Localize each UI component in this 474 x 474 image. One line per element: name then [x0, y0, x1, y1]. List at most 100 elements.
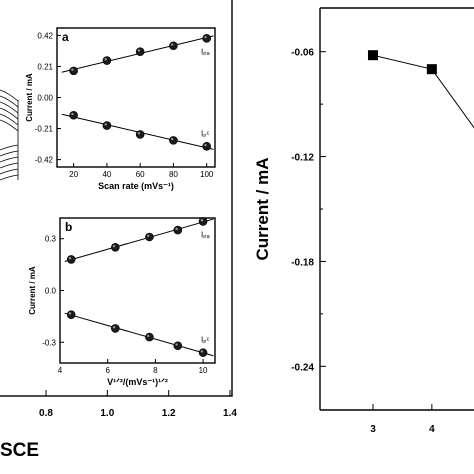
panel-a-point-highlight	[204, 143, 207, 147]
panel-b-y-tick-label: -0.3	[42, 338, 56, 347]
right-y-tick-label: -0.06	[291, 48, 314, 59]
panel-a-y-tick-label: -0.21	[35, 125, 54, 134]
panel-b-point-highlight	[147, 334, 150, 338]
panel-a-series-label: Iₚᶜ	[201, 129, 210, 138]
panel-a-x-tick-label: 80	[169, 170, 178, 179]
panel-b-data-point	[111, 243, 120, 252]
panel-a-point-highlight	[137, 49, 141, 52]
panel-a-x-tick-label: 100	[200, 170, 214, 179]
panel-b-x-tick-label: 6	[105, 366, 110, 375]
panel-a-y-tick-label: 0.00	[37, 94, 53, 103]
panel-b-data-point	[173, 341, 183, 351]
panel-b-y-axis-label: Current / mA	[28, 266, 37, 315]
panel-a-data-point	[169, 41, 178, 51]
panel-b-fit-line	[64, 218, 214, 262]
right-x-tick-label: 3	[370, 424, 376, 435]
panel-a-series-label: Iₚₐ	[201, 47, 211, 56]
right-series-line	[372, 54, 474, 129]
panel-b-x-axis-label: V¹ᐟ²/(mVs⁻¹)¹ᐟ²	[107, 377, 168, 387]
inset-panel-b: 4 6 8 10 0.3 0.0 -0.3 b V¹ᐟ²/(mVs⁻¹)¹ᐟ² Current /…	[28, 217, 216, 387]
panel-b-panel-label: b	[65, 220, 72, 234]
panel-a-data-point	[135, 130, 145, 139]
cv-curve-lower	[0, 150, 19, 157]
panel-b-point-highlight	[175, 227, 178, 231]
panel-a-data-point	[169, 136, 178, 145]
panel-b-point-highlight	[200, 219, 204, 222]
panel-b-point-highlight	[200, 350, 204, 353]
right-data-point	[426, 64, 437, 75]
panel-b-data-point	[145, 332, 154, 342]
right-y-axis-label: Current / mA	[253, 158, 272, 261]
panel-b-data-point	[66, 255, 76, 264]
panel-b-series-label: Iₚₐ	[201, 230, 211, 239]
panel-a-y-tick-label: 0.21	[37, 62, 53, 71]
panel-a-point-highlight	[104, 58, 107, 61]
panel-b-y-tick-label: 0.0	[45, 287, 57, 296]
cv-curve-lower	[0, 156, 19, 163]
left-main-frame	[0, 0, 233, 397]
cv-curve-upper	[0, 113, 19, 126]
right-data-point	[367, 50, 378, 61]
panel-a-x-tick-label: 40	[102, 170, 111, 179]
panel-a-y-axis-label: Current / mA	[25, 73, 34, 122]
left-main-x-tick-label: 1.2	[162, 408, 176, 419]
panel-b-data-point	[173, 225, 183, 235]
panel-a-point-highlight	[137, 132, 141, 135]
panel-b-point-highlight	[68, 312, 72, 315]
panel-b-point-highlight	[147, 234, 150, 237]
panel-a-point-highlight	[104, 123, 107, 126]
cv-curve-lower	[0, 162, 19, 169]
panel-a-data-point	[102, 121, 112, 130]
panel-a-x-axis-label: Scan rate (mVs⁻¹)	[98, 181, 174, 191]
panel-b-data-point	[66, 310, 76, 319]
right-y-tick-label: -0.24	[291, 362, 314, 373]
cv-curve-lower	[0, 174, 19, 181]
panel-a-point-highlight	[171, 43, 174, 46]
panel-a-panel-label: a	[62, 30, 69, 44]
panel-b-point-highlight	[112, 244, 116, 248]
cv-curve-upper	[0, 89, 19, 102]
panel-b-data-point	[198, 217, 208, 226]
right-y-tick-label: -0.18	[291, 257, 314, 268]
inset-panel-a: 20 40 60 80 100 0.42 0.21 0.00 -0.21 -0.42 a Scan r…	[25, 27, 216, 191]
panel-a-point-highlight	[171, 137, 174, 141]
right-plot: -0.06 -0.12 -0.18 -0.24 3 4 Current / mA	[253, 7, 474, 435]
cv-curve-upper	[0, 101, 19, 114]
cv-curve-upper	[0, 119, 19, 132]
cv-curve-upper	[0, 107, 19, 120]
panel-b-data-point	[198, 348, 208, 357]
left-main-x-tick-label: 1.4	[223, 408, 237, 419]
cv-curve-lower	[0, 144, 19, 151]
panel-a-data-point	[69, 110, 78, 120]
left-main-plot: 0.8 1.0 1.2 1.4 SCE	[0, 0, 237, 461]
panel-b-point-highlight	[175, 343, 178, 346]
panel-b-data-point	[111, 324, 120, 333]
panel-b-point-highlight	[68, 257, 72, 260]
left-main-x-tick-label: 1.0	[100, 408, 114, 419]
panel-b-data-point	[145, 232, 154, 242]
panel-a-data-point	[102, 56, 112, 65]
panel-a-frame	[56, 27, 216, 168]
right-y-tick-label: -0.12	[291, 153, 314, 164]
panel-b-y-tick-label: 0.3	[45, 235, 57, 244]
cv-curve-upper	[0, 95, 19, 108]
panel-a-point-highlight	[204, 35, 207, 39]
panel-a-data-point	[202, 141, 211, 151]
panel-a-y-tick-label: -0.42	[35, 156, 54, 165]
panel-a-data-point	[202, 34, 211, 43]
left-main-x-axis-label: SCE	[0, 440, 39, 461]
panel-b-frame	[59, 217, 216, 364]
panel-a-data-point	[69, 66, 78, 76]
cv-curve-lower	[0, 168, 19, 175]
panel-b-x-tick-label: 10	[199, 366, 208, 375]
right-x-tick-label: 4	[429, 424, 435, 435]
panel-a-x-tick-label: 60	[136, 170, 145, 179]
panel-a-y-tick-label: 0.42	[37, 31, 53, 40]
panel-a-point-highlight	[71, 68, 74, 71]
panel-b-series-label: Iₚᶜ	[201, 336, 210, 345]
panel-a-x-tick-label: 20	[69, 170, 78, 179]
panel-b-x-tick-label: 4	[58, 366, 63, 375]
left-main-x-tick-label: 0.8	[39, 408, 53, 419]
panel-b-point-highlight	[112, 326, 116, 329]
